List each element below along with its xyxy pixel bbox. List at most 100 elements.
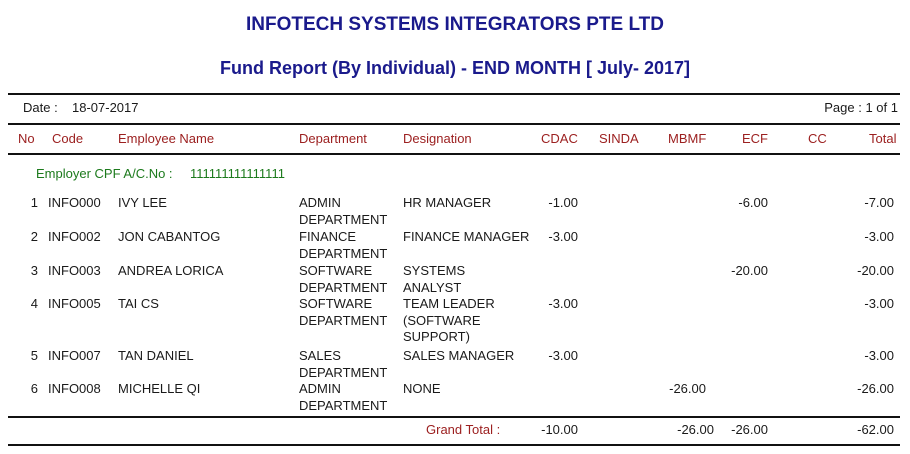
col-mbmf: MBMF xyxy=(668,131,707,146)
cell-employee-name: JON CABANTOG xyxy=(118,229,288,246)
cell-designation-line: TEAM LEADER xyxy=(403,296,495,311)
cell-designation: NONE xyxy=(403,381,533,398)
page-indicator: Page : 1 of 1 xyxy=(824,100,898,115)
cell-total-line: -3.00 xyxy=(864,229,894,244)
cell-department-line: SOFTWARE xyxy=(299,296,373,311)
cell-total: -20.00 xyxy=(836,263,894,280)
cell-code-line: INFO003 xyxy=(48,263,101,278)
cell-employee-name-line: MICHELLE QI xyxy=(118,381,201,396)
col-cc: CC xyxy=(808,131,827,146)
col-ecf: ECF xyxy=(742,131,768,146)
cell-total-line: -3.00 xyxy=(864,296,894,311)
cell-department: SOFTWARE DEPARTMENT xyxy=(299,263,399,296)
employer-cpf-number: 111111111111111 xyxy=(190,166,285,181)
cell-department-line: DEPARTMENT xyxy=(299,245,388,261)
col-total: Total xyxy=(869,131,897,146)
cell-department-line: DEPARTMENT xyxy=(299,211,388,227)
cell-employee-name-line: IVY LEE xyxy=(118,195,167,210)
cell-code: INFO000 xyxy=(48,195,118,212)
grand-total-cdac: -10.00 xyxy=(541,422,578,437)
cell-code-line: INFO008 xyxy=(48,381,101,396)
cell-department-line: SOFTWARE xyxy=(299,263,373,278)
cell-department-line: DEPARTMENT xyxy=(299,364,388,380)
cell-designation: TEAM LEADER (SOFTWARE SUPPORT) xyxy=(403,296,533,346)
cell-no-line: 4 xyxy=(30,296,38,311)
cell-no: 4 xyxy=(20,296,38,313)
cell-designation-line: FINANCE MANAGER xyxy=(403,229,530,244)
cell-department: ADMIN DEPARTMENT xyxy=(299,195,399,228)
cell-ecf: -6.00 xyxy=(710,195,768,212)
company-title: INFOTECH SYSTEMS INTEGRATORS PTE LTD xyxy=(245,14,665,35)
cell-designation: FINANCE MANAGER xyxy=(403,229,533,246)
cell-department-line: ADMIN xyxy=(299,381,341,396)
top-rule xyxy=(8,93,900,95)
cell-total: -3.00 xyxy=(836,296,894,313)
cell-employee-name: TAN DANIEL xyxy=(118,348,288,365)
col-code: Code xyxy=(52,131,84,146)
col-employee-name: Employee Name xyxy=(118,131,215,146)
cell-code: INFO002 xyxy=(48,229,118,246)
cell-total: -3.00 xyxy=(836,348,894,365)
header-top-rule xyxy=(8,123,900,125)
cell-no: 3 xyxy=(20,263,38,280)
cell-designation-line: HR MANAGER xyxy=(403,195,492,210)
col-sinda: SINDA xyxy=(599,131,639,146)
cell-cdac: -3.00 xyxy=(520,348,578,365)
cell-cdac-line: -3.00 xyxy=(548,229,578,244)
cell-department-line: ADMIN xyxy=(299,195,341,210)
cell-code: INFO003 xyxy=(48,263,118,280)
cell-mbmf: -26.00 xyxy=(648,381,706,398)
cell-designation-line: ANALYST xyxy=(403,279,462,295)
cell-total-line: -3.00 xyxy=(864,348,894,363)
cell-mbmf-line: -26.00 xyxy=(669,381,706,396)
cell-designation: HR MANAGER xyxy=(403,195,533,212)
cell-no-line: 6 xyxy=(30,381,38,396)
cell-designation: SALES MANAGER xyxy=(403,348,533,365)
bottom-rule xyxy=(8,444,900,446)
cell-designation-line: NONE xyxy=(403,381,441,396)
cell-code: INFO008 xyxy=(48,381,118,398)
cell-no: 6 xyxy=(20,381,38,398)
cell-no: 2 xyxy=(20,229,38,246)
cell-employee-name: IVY LEE xyxy=(118,195,288,212)
cell-ecf: -20.00 xyxy=(710,263,768,280)
cell-department: SOFTWARE DEPARTMENT xyxy=(299,296,399,329)
cell-department-line: DEPARTMENT xyxy=(299,312,388,328)
col-cdac: CDAC xyxy=(541,131,578,146)
cell-ecf-line: -20.00 xyxy=(731,263,768,278)
cell-no-line: 2 xyxy=(30,229,38,244)
cell-department-line: SALES xyxy=(299,348,341,363)
cell-no-line: 1 xyxy=(30,195,38,210)
cell-designation-line: SALES MANAGER xyxy=(403,348,515,363)
cell-no-line: 3 xyxy=(30,263,38,278)
cell-department-line: FINANCE xyxy=(299,229,357,244)
grand-total-top-rule xyxy=(8,416,900,418)
date-label: Date : xyxy=(23,100,58,115)
cell-department-line: DEPARTMENT xyxy=(299,397,388,413)
cell-total-line: -7.00 xyxy=(864,195,894,210)
cell-department: ADMIN DEPARTMENT xyxy=(299,381,399,414)
col-no: No xyxy=(18,131,35,146)
cell-cdac-line: -3.00 xyxy=(548,348,578,363)
grand-total-ecf: -26.00 xyxy=(731,422,768,437)
cell-code-line: INFO005 xyxy=(48,296,101,311)
cell-total-line: -20.00 xyxy=(857,263,894,278)
cell-no: 5 xyxy=(20,348,38,365)
cell-code-line: INFO000 xyxy=(48,195,101,210)
cell-employee-name-line: ANDREA LORICA xyxy=(118,263,224,278)
cell-no: 1 xyxy=(20,195,38,212)
cell-designation-line: (SOFTWARE xyxy=(403,312,481,328)
cell-total: -7.00 xyxy=(836,195,894,212)
cell-cdac: -3.00 xyxy=(520,229,578,246)
cell-code: INFO005 xyxy=(48,296,118,313)
cell-designation-line: SUPPORT) xyxy=(403,329,470,344)
cell-designation: SYSTEMS ANALYST xyxy=(403,263,533,296)
cell-cdac-line: -3.00 xyxy=(548,296,578,311)
employer-cpf-label: Employer CPF A/C.No : xyxy=(36,166,173,181)
cell-total-line: -26.00 xyxy=(857,381,894,396)
cell-code: INFO007 xyxy=(48,348,118,365)
cell-employee-name: MICHELLE QI xyxy=(118,381,288,398)
cell-total: -26.00 xyxy=(836,381,894,398)
cell-designation-line: SYSTEMS xyxy=(403,263,466,278)
cell-cdac-line: -1.00 xyxy=(548,195,578,210)
